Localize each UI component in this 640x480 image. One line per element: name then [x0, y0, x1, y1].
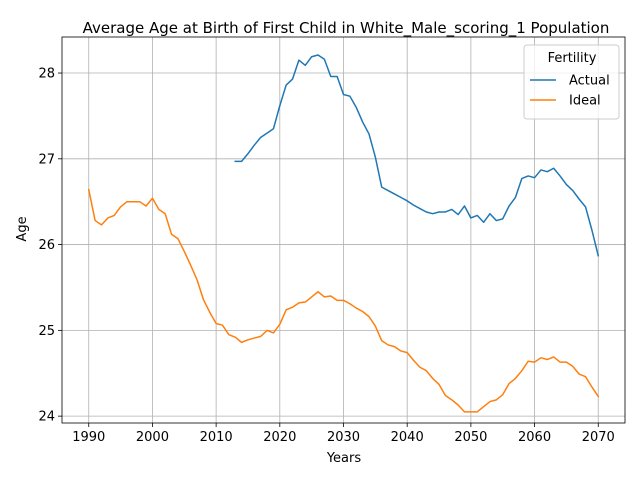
- x-tick-label: 1990: [72, 430, 105, 445]
- legend-title: Fertility: [548, 51, 597, 66]
- x-tick-label: 2040: [391, 430, 424, 445]
- y-tick-label: 26: [38, 238, 55, 253]
- x-tick-label: 2060: [518, 430, 551, 445]
- x-tick-label: 2070: [582, 430, 615, 445]
- x-tick-label: 2050: [454, 430, 487, 445]
- series-lines: [87, 54, 600, 413]
- x-tick-label: 2000: [136, 430, 169, 445]
- y-tick-label: 27: [38, 152, 55, 167]
- series-line-ideal: [87, 188, 600, 413]
- y-tick-label: 25: [38, 324, 55, 339]
- legend-label-ideal: Ideal: [569, 94, 601, 109]
- x-tick-label: 2010: [200, 430, 233, 445]
- chart-title: Average Age at Birth of First Child in W…: [83, 19, 610, 38]
- x-tick-label: 2030: [327, 430, 360, 445]
- x-tick-label: 2020: [263, 430, 296, 445]
- x-axis-title: Years: [326, 451, 362, 466]
- y-tick-label: 28: [38, 67, 55, 82]
- series-line-actual: [234, 54, 600, 257]
- legend-entries: Actual Ideal: [530, 74, 610, 109]
- y-tick-label: 24: [38, 410, 55, 425]
- y-axis-title: Age: [15, 216, 30, 241]
- axis-ticks: 1990 2000 2010 2020 2030 2040 2050 2060 2070 24 25…: [38, 67, 614, 445]
- legend-label-actual: Actual: [569, 74, 610, 89]
- legend: Fertility Actual Ideal: [523, 44, 620, 120]
